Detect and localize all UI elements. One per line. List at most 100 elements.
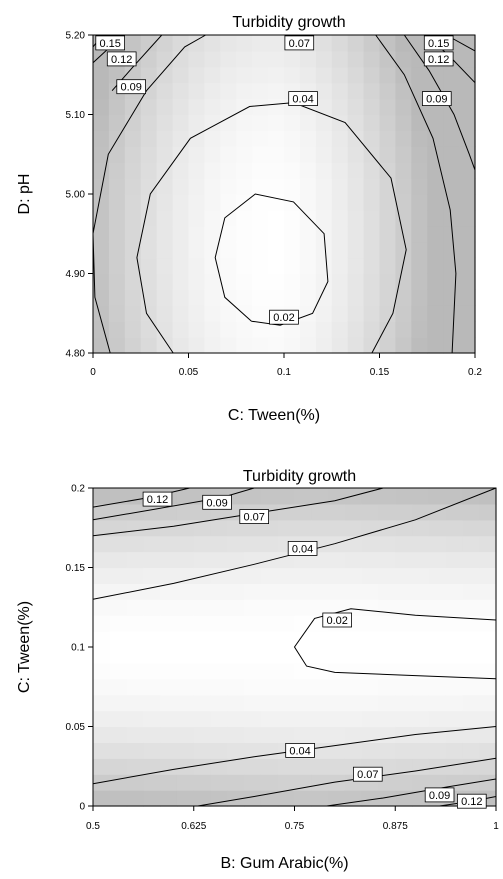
shade-cell xyxy=(331,337,349,354)
shade-cell xyxy=(379,273,397,290)
shade-cell xyxy=(347,98,365,116)
shade-cell xyxy=(284,114,301,131)
shade-cell xyxy=(428,662,447,680)
shade-cell xyxy=(204,257,221,275)
shade-cell xyxy=(227,678,245,696)
shade-cell xyxy=(210,774,228,791)
x-tick-label: 0.05 xyxy=(179,367,199,378)
shade-cell xyxy=(260,583,279,600)
shade-cell xyxy=(459,98,476,116)
y-axis-label: D: pH xyxy=(16,174,33,215)
shade-cell xyxy=(412,631,430,648)
shade-cell xyxy=(428,599,447,616)
shade-cell xyxy=(210,631,228,648)
shade-cell xyxy=(428,567,447,584)
shade-cell xyxy=(156,257,174,275)
contour-label-box xyxy=(287,541,318,556)
shade-cell xyxy=(445,599,464,616)
shade-cell xyxy=(143,742,161,759)
shade-cell xyxy=(344,519,363,537)
shade-cell xyxy=(428,647,447,664)
shade-cell xyxy=(284,241,301,259)
shade-cell xyxy=(93,241,110,259)
shade-cell xyxy=(260,758,279,775)
shade-cell xyxy=(277,678,296,696)
shade-cell xyxy=(462,631,480,648)
shade-cell xyxy=(395,503,413,521)
shade-cell xyxy=(172,289,190,306)
shade-cell xyxy=(412,535,430,553)
shade-cell xyxy=(156,241,174,259)
shade-cell xyxy=(140,273,158,290)
shade-cell xyxy=(379,257,397,275)
shade-cell xyxy=(193,694,212,712)
shade-cell xyxy=(160,774,178,791)
contour-label-box xyxy=(202,494,232,510)
shade-cell xyxy=(260,694,279,712)
shade-cell xyxy=(361,535,380,553)
shade-cell xyxy=(479,678,497,696)
shade-cell xyxy=(395,114,412,131)
shade-cell xyxy=(294,678,312,696)
shade-cell xyxy=(347,257,365,275)
shade-cell xyxy=(109,662,128,680)
shade-cell xyxy=(140,321,158,338)
shade-cell xyxy=(311,503,329,521)
shade-cell xyxy=(315,82,333,100)
shade-cell xyxy=(172,66,190,84)
shade-cell xyxy=(124,321,142,338)
shade-cell xyxy=(210,694,228,712)
shade-cell xyxy=(160,678,178,696)
shade-cell xyxy=(188,257,206,275)
shade-cell xyxy=(143,599,161,616)
shade-cell xyxy=(363,241,381,259)
shade-cell xyxy=(220,146,237,163)
shade-cell xyxy=(328,726,346,743)
shade-cell xyxy=(284,209,301,227)
shade-cell xyxy=(126,742,144,759)
shade-cell xyxy=(361,726,380,743)
shade-cell xyxy=(311,662,329,680)
shade-cell xyxy=(227,662,245,680)
shade-cell xyxy=(428,694,447,712)
shade-cell xyxy=(140,114,158,131)
shade-cell xyxy=(328,790,346,807)
shade-cell xyxy=(315,98,333,116)
shade-cell xyxy=(378,615,396,632)
shade-cell xyxy=(244,599,262,616)
shade-cell xyxy=(220,209,237,227)
shade-cell xyxy=(428,758,447,775)
shade-cell xyxy=(193,631,212,648)
shade-cell xyxy=(379,146,397,163)
shade-cell xyxy=(294,615,312,632)
shade-cell xyxy=(378,662,396,680)
shade-cell xyxy=(427,257,444,275)
shade-cell xyxy=(378,790,396,807)
shade-cell xyxy=(252,305,269,322)
shade-cell xyxy=(311,774,329,791)
shade-cell xyxy=(160,551,178,569)
shade-cell xyxy=(210,551,228,569)
shade-cell xyxy=(140,130,158,147)
shade-cell xyxy=(93,726,111,743)
shade-cell xyxy=(395,647,413,664)
shade-cell xyxy=(193,678,212,696)
shade-cell xyxy=(143,710,161,728)
shade-cell xyxy=(109,647,128,664)
shade-cell xyxy=(311,790,329,807)
shade-cell xyxy=(220,289,237,306)
shade-cell xyxy=(204,194,221,211)
shade-cell xyxy=(427,225,444,243)
shade-cell xyxy=(204,321,221,338)
shade-cell xyxy=(176,488,195,505)
y-tick-label: 4.90 xyxy=(66,269,86,280)
shade-cell xyxy=(347,225,365,243)
shade-cell xyxy=(331,257,349,275)
shade-cell xyxy=(344,694,363,712)
shade-cell xyxy=(193,742,212,759)
shade-cell xyxy=(108,98,126,116)
shade-cell xyxy=(204,225,221,243)
shade-cell xyxy=(140,98,158,116)
shade-cell xyxy=(252,130,269,147)
